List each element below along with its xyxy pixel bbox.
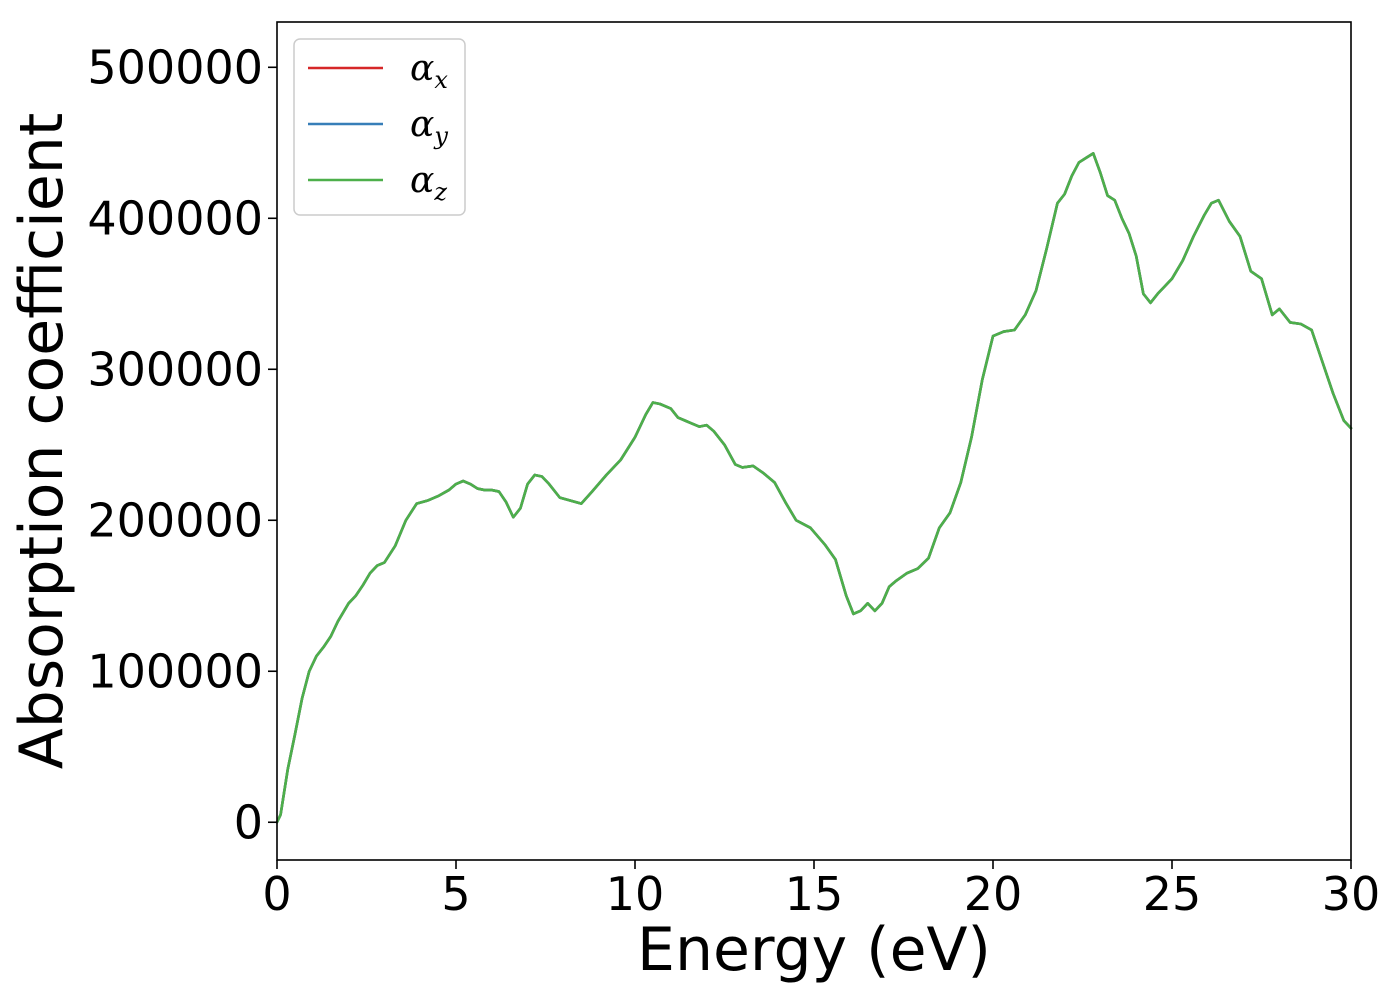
- x-tick-label: 25: [1143, 867, 1202, 921]
- legend-symbol: α: [410, 104, 434, 145]
- y-tick-label: 0: [234, 795, 263, 849]
- series-line-alpha-z: [275, 152, 1353, 824]
- x-tick-label: 20: [964, 867, 1023, 921]
- x-axis-title: Energy (eV): [637, 915, 991, 985]
- x-tick-label: 15: [785, 867, 844, 921]
- y-tick-label: 300000: [87, 342, 263, 396]
- y-tick-label: 500000: [87, 40, 263, 94]
- legend-symbol: α: [410, 160, 434, 201]
- x-tick-label: 0: [262, 867, 291, 921]
- series-layer: [275, 152, 1353, 824]
- legend-label-alpha-x: αx: [410, 48, 448, 94]
- legend-label-alpha-y: αy: [410, 104, 448, 150]
- legend-subscript: y: [433, 122, 448, 150]
- legend-frame: [293, 38, 466, 216]
- y-axis-title: Absorption coefficient: [7, 113, 77, 770]
- y-tick-label: 200000: [87, 493, 263, 547]
- legend-subscript: z: [433, 178, 447, 206]
- y-axis: 0 100000 200000 300000 400000 500000: [87, 40, 277, 849]
- legend-symbol: α: [410, 48, 434, 89]
- x-tick-label: 5: [441, 867, 470, 921]
- legend-label-alpha-z: αz: [410, 160, 447, 206]
- x-tick-label: 30: [1322, 867, 1381, 921]
- x-axis: 0 5 10 15 20 25 30: [262, 860, 1380, 921]
- y-tick-label: 100000: [87, 644, 263, 698]
- x-tick-label: 10: [606, 867, 665, 921]
- legend-subscript: x: [434, 66, 448, 94]
- y-tick-label: 400000: [87, 191, 263, 245]
